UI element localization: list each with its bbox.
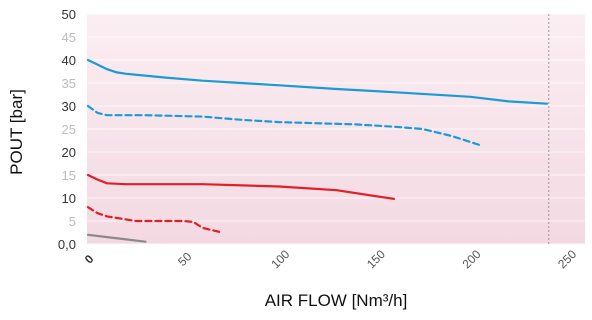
x-tick-label: 200 (460, 247, 484, 271)
x-tick-labels: 0 50 100 150 200 250 (82, 247, 580, 271)
x-tick-label: 250 (555, 247, 579, 271)
y-tick-label: 20 (62, 145, 76, 160)
x-tick-label: 150 (364, 247, 388, 271)
x-axis-title: AIR FLOW [Nm³/h] (265, 291, 408, 310)
series-line-5 (86, 233, 147, 243)
x-tick-label: 50 (175, 249, 195, 269)
y-tick-label: 40 (62, 53, 76, 68)
y-tick-label: 5 (69, 214, 76, 229)
y-tick-label: 25 (62, 122, 76, 137)
series-line-1 (86, 58, 548, 105)
x-tick-label: 0 (82, 252, 97, 267)
grid-lines (87, 13, 585, 245)
y-axis-title: POUT [bar] (7, 89, 26, 175)
series-line-3 (86, 173, 395, 200)
y-tick-label: 45 (62, 30, 76, 45)
y-tick-label: 35 (62, 76, 76, 91)
x-tick-label: 100 (268, 247, 292, 271)
y-tick-label: 30 (62, 99, 76, 114)
y-tick-labels: 0,0 5 10 15 20 25 30 35 40 45 50 (58, 7, 76, 252)
y-tick-label: 10 (62, 191, 76, 206)
series-group (86, 58, 548, 243)
series-line-4 (86, 206, 223, 234)
y-tick-label: 15 (62, 168, 76, 183)
series-line-2 (86, 104, 482, 147)
y-tick-label: 0,0 (58, 237, 76, 252)
y-tick-label: 50 (62, 7, 76, 22)
